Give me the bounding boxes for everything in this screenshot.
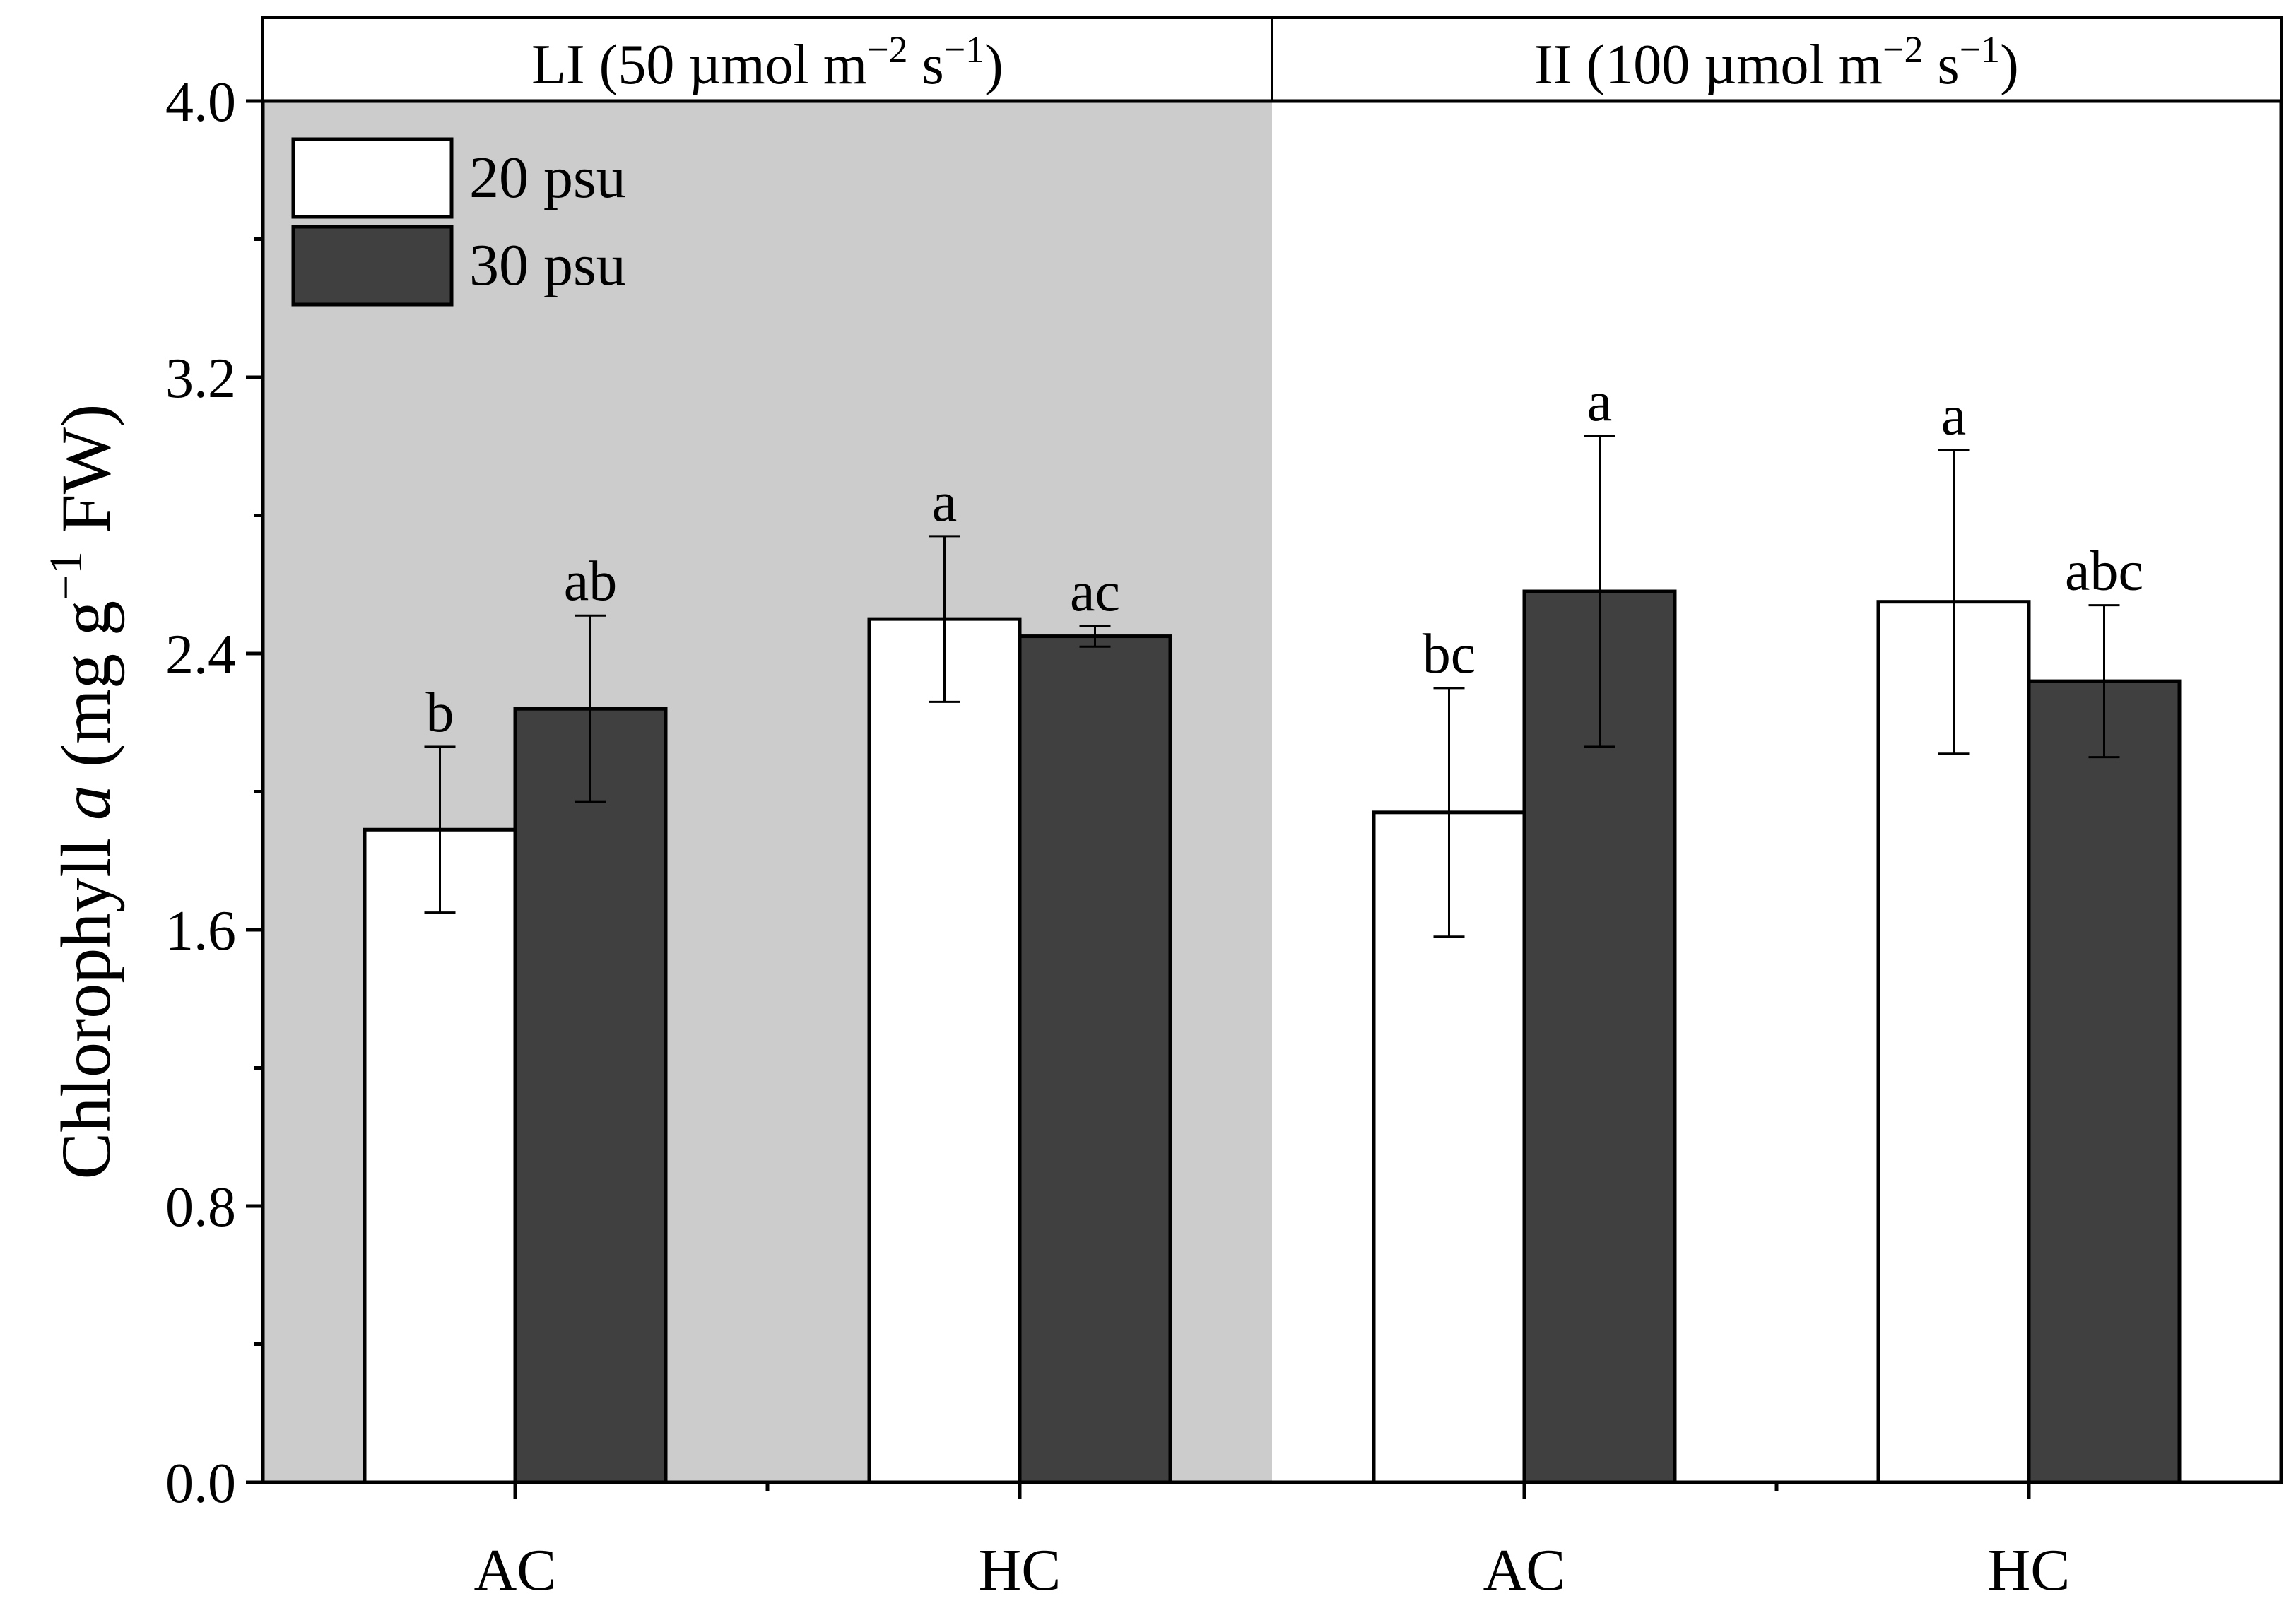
y-tick-label: 1.6 xyxy=(165,900,236,962)
significance-letter: a xyxy=(1941,385,1967,447)
bar-ii-hc-30psu xyxy=(2027,679,2182,1484)
legend-swatch-20psu xyxy=(291,137,454,219)
y-axis-label-italic: a xyxy=(47,785,125,820)
significance-letter: b xyxy=(426,682,454,744)
y-tick-label: 0.0 xyxy=(165,1453,236,1515)
y-axis-label: Chlorophyll a (mg g−1 FW) xyxy=(40,404,125,1180)
y-axis-label-sup: −1 xyxy=(40,551,92,601)
y-tick-label: 3.2 xyxy=(165,348,236,410)
bar-li-ac-20psu xyxy=(363,827,517,1484)
significance-letter: ab xyxy=(564,550,618,613)
panel-label-li: LI (50 µmol m−2 s−1) xyxy=(531,28,1003,96)
bar-li-hc-30psu xyxy=(1018,634,1172,1484)
x-tick-label-hc: HC xyxy=(979,1537,1061,1603)
bar-li-hc-20psu xyxy=(867,617,1022,1484)
y-tick-label: 2.4 xyxy=(165,624,236,686)
significance-letter: ac xyxy=(1070,561,1120,623)
x-tick-label-hc: HC xyxy=(1988,1537,2071,1603)
y-axis-label-prefix: Chlorophyll xyxy=(47,820,125,1179)
panel-label-main: II (100 µmol m xyxy=(1534,34,1883,96)
panel-label-sup: −1 xyxy=(944,28,984,71)
legend-label-20psu: 20 psu xyxy=(469,145,626,211)
legend-label-30psu: 30 psu xyxy=(469,232,626,298)
panel-label-sup: −1 xyxy=(1960,28,2000,71)
y-tick-label: 4.0 xyxy=(165,71,236,134)
significance-letter: a xyxy=(1587,371,1613,433)
panel-label-sup: −2 xyxy=(867,28,907,71)
x-tick-label-ac: AC xyxy=(1483,1537,1566,1603)
bar-li-ac-30psu xyxy=(513,707,668,1484)
y-axis-label-mid: (mg g xyxy=(47,601,125,785)
y-axis-label-suffix: FW) xyxy=(47,404,125,551)
legend-swatch-30psu xyxy=(291,225,454,307)
panel-label-end: ) xyxy=(2000,34,2019,96)
significance-letter: a xyxy=(932,471,958,533)
significance-letter: bc xyxy=(1423,623,1476,685)
panel-label-mid: s xyxy=(908,34,944,96)
panel-label-main: LI (50 µmol m xyxy=(531,34,867,96)
y-tick-label: 0.8 xyxy=(165,1176,236,1239)
panel-label-sup: −2 xyxy=(1883,28,1923,71)
x-tick-label-ac: AC xyxy=(474,1537,557,1603)
panel-label-end: ) xyxy=(984,34,1003,96)
panel-label-ii: II (100 µmol m−2 s−1) xyxy=(1534,28,2018,96)
panel-label-mid: s xyxy=(1923,34,1959,96)
significance-letter: abc xyxy=(2065,540,2143,603)
